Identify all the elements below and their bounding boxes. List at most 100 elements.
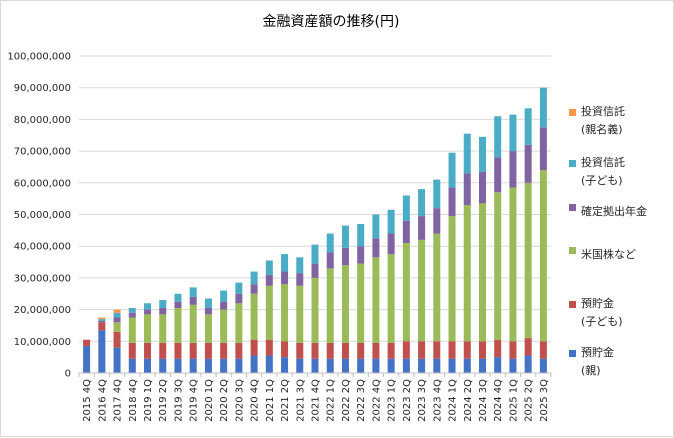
bar-segment: [189, 287, 197, 297]
bar-segment: [98, 317, 106, 320]
x-tick-label: 2022 4Q: [371, 379, 382, 422]
bar-segment: [418, 216, 426, 240]
bar-segment: [539, 170, 547, 342]
legend-item: 確定拠出年金: [569, 204, 647, 218]
x-tick-label: 2021 1Q: [265, 379, 276, 422]
bar-segment: [448, 216, 456, 342]
bar-segment: [357, 342, 365, 359]
x-tick-label: 2023 3Q: [417, 379, 428, 422]
y-tick-label: 70,000,000: [14, 147, 71, 158]
y-tick-label: 90,000,000: [14, 83, 71, 94]
y-tick-label: 10,000,000: [14, 337, 71, 348]
bar-segment: [402, 358, 410, 373]
bar-segment: [463, 204, 471, 342]
bar-segment: [144, 309, 152, 315]
x-tick-label: 2022 2Q: [341, 379, 352, 422]
x-tick-label: 2024 3Q: [478, 379, 489, 422]
x-tick-label: 2022 1Q: [326, 379, 337, 422]
bar-segment: [220, 342, 228, 359]
bar-segment: [387, 233, 395, 255]
legend-swatch: [569, 301, 576, 308]
y-tick-label: 80,000,000: [14, 115, 71, 126]
y-tick-label: 0: [65, 369, 71, 380]
bar-segment: [433, 358, 441, 373]
bar-segment: [478, 358, 486, 373]
bar-segment: [463, 133, 471, 174]
x-tick-label: 2017 4Q: [113, 379, 124, 422]
y-tick-label: 40,000,000: [14, 242, 71, 253]
bar-segment: [463, 173, 471, 205]
bar-segment: [296, 342, 304, 359]
x-tick-label: 2015 4Q: [82, 379, 93, 422]
y-tick-label: 60,000,000: [14, 178, 71, 189]
bar-segment: [524, 182, 532, 339]
bar-segment: [448, 152, 456, 188]
x-tick-label: 2019 4Q: [189, 379, 200, 422]
bar-segment: [311, 277, 319, 343]
bar-segment: [463, 358, 471, 373]
axes: [78, 372, 552, 377]
bar-segment: [509, 114, 517, 152]
bar-segment: [159, 300, 167, 309]
x-tick-label: 2019 2Q: [158, 379, 169, 422]
bar-segment: [250, 293, 258, 340]
legend-swatch: [569, 204, 576, 211]
y-tick-label: 20,000,000: [14, 305, 71, 316]
legend-item: 投資信託(親名義): [569, 104, 625, 136]
x-tick-label: 2022 3Q: [356, 379, 367, 422]
bar-segment: [235, 282, 243, 294]
bar-segment: [265, 260, 273, 275]
bar-segment: [250, 339, 258, 356]
bar-segment: [281, 254, 289, 272]
bar-segment: [418, 239, 426, 342]
bar-segment: [357, 263, 365, 343]
y-tick-label: 50,000,000: [14, 210, 71, 221]
bar-segment: [250, 271, 258, 285]
bar-segment: [220, 290, 228, 302]
bar-segment: [189, 358, 197, 373]
bar-segment: [174, 293, 182, 302]
bar-segment: [494, 116, 502, 158]
bar-segment: [463, 341, 471, 359]
bar-segment: [524, 355, 532, 373]
x-tick-label: 2016 4Q: [97, 379, 108, 422]
bar-segment: [235, 293, 243, 304]
bar-segment: [326, 233, 334, 253]
bar-segment: [524, 108, 532, 145]
bar-segment: [326, 268, 334, 343]
bar-segment: [372, 214, 380, 239]
legend-item: 投資信託(子ども): [569, 155, 625, 187]
bar-segment: [189, 304, 197, 343]
bar-segment: [128, 308, 136, 313]
x-tick-label: 2020 1Q: [204, 379, 215, 422]
bar-segment: [372, 257, 380, 343]
bar-segment: [418, 189, 426, 217]
bar-segment: [402, 220, 410, 244]
legend-label: 投資信託(子ども): [581, 155, 625, 187]
bar-segment: [220, 301, 228, 310]
y-tick-label: 30,000,000: [14, 273, 71, 284]
bar-segment: [250, 355, 258, 373]
legend-swatch: [569, 350, 576, 357]
bar-segment: [204, 298, 212, 309]
bar-segment: [524, 338, 532, 356]
bar-segment: [98, 330, 106, 373]
bar-segment: [372, 342, 380, 359]
x-tick-label: 2023 4Q: [432, 379, 443, 422]
x-tick-label: 2023 1Q: [387, 379, 398, 422]
bar-segment: [478, 341, 486, 359]
bar-segment: [341, 342, 349, 359]
x-tick-label: 2019 3Q: [173, 379, 184, 422]
legend-swatch: [569, 109, 576, 116]
bar-segment: [144, 342, 152, 359]
bar-segment: [387, 209, 395, 234]
bar-segment: [418, 341, 426, 359]
bar-segment: [265, 274, 273, 286]
bar-segment: [204, 358, 212, 373]
bar-segment: [494, 192, 502, 340]
x-tick-label: 2021 3Q: [295, 379, 306, 422]
bar-segment: [98, 319, 106, 321]
legend-swatch: [569, 160, 576, 167]
